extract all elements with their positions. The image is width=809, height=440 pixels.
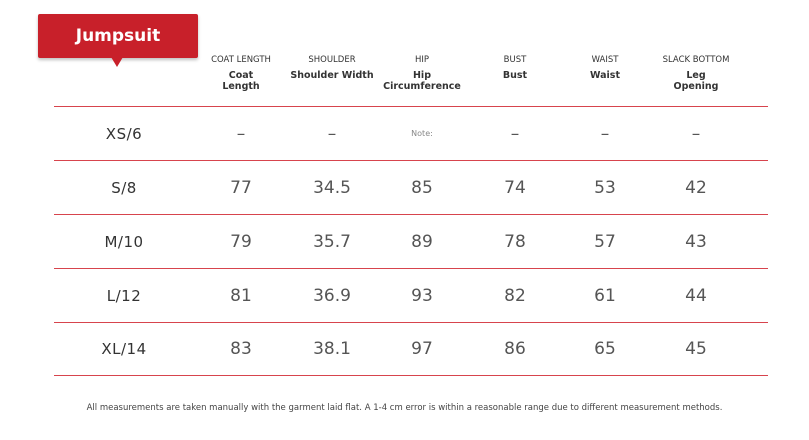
column-header-waist: WAIST Waist: [559, 50, 651, 81]
table-divider: [54, 106, 768, 107]
column-header-label: SHOULDER: [308, 55, 356, 65]
table-cell: 38.1: [313, 338, 351, 359]
table-divider: [54, 375, 768, 376]
column-header-label: COAT LENGTH: [211, 55, 271, 65]
table-cell: 86: [504, 338, 526, 359]
table-cell: 35.7: [313, 231, 351, 252]
column-header-label: WAIST: [591, 55, 619, 65]
table-cell: Note:: [411, 129, 433, 138]
column-header-label: SLACK BOTTOM: [662, 55, 730, 65]
column-header-sublabel: Waist: [589, 70, 620, 81]
table-cell: 44: [685, 285, 707, 306]
table-cell: 93: [411, 285, 433, 306]
size-label: XL/14: [101, 339, 147, 358]
table-row-m: M/10 79 35.7 89 78 57 43: [54, 215, 768, 268]
table-cell: 89: [411, 231, 433, 252]
column-header-sublabel: Leg: [686, 70, 706, 81]
table-cell: 81: [230, 285, 252, 306]
table-divider: [54, 214, 768, 215]
measurement-note: All measurements are taken manually with…: [86, 403, 723, 413]
table-cell: 45: [685, 338, 707, 359]
product-category-tag: Jumpsuit: [38, 14, 198, 58]
column-header-sublabel: Opening: [673, 81, 719, 92]
table-cell: 78: [504, 231, 526, 252]
column-header-sublabel: Circumference: [383, 81, 461, 92]
table-cell: 74: [504, 177, 526, 198]
table-cell: 43: [685, 231, 707, 252]
table-cell: –: [600, 123, 610, 144]
table-row-xs: XS/6 – – Note: – – –: [54, 107, 768, 160]
table-cell: 82: [504, 285, 526, 306]
table-cell: –: [236, 123, 246, 144]
table-cell: 57: [594, 231, 616, 252]
tag-title: Jumpsuit: [75, 26, 161, 46]
table-cell: 42: [685, 177, 707, 198]
table-cell: –: [691, 123, 701, 144]
size-label: S/8: [111, 178, 137, 197]
tag-pointer: [111, 57, 123, 67]
table-row-l: L/12 81 36.9 93 82 61 44: [54, 269, 768, 322]
column-header-sublabel: Shoulder Width: [290, 70, 374, 81]
column-header-label: HIP: [414, 55, 430, 65]
table-row-s: S/8 77 34.5 85 74 53 42: [54, 161, 768, 214]
column-header-sublabel: Hip: [412, 70, 431, 81]
column-header-bust: BUST Bust: [469, 50, 561, 81]
table-divider: [54, 322, 768, 323]
table-divider: [54, 160, 768, 161]
column-header-sublabel: Coat: [228, 70, 254, 81]
table-cell: –: [510, 123, 520, 144]
table-cell: 83: [230, 338, 252, 359]
column-header-label: BUST: [503, 55, 527, 65]
table-cell: 53: [594, 177, 616, 198]
size-label: XS/6: [105, 124, 143, 143]
column-header-shoulder: SHOULDER Shoulder Width: [286, 50, 378, 81]
table-row-xl: XL/14 83 38.1 97 86 65 45: [54, 322, 768, 375]
column-header-sublabel: Bust: [502, 70, 528, 81]
table-cell: –: [327, 123, 337, 144]
table-cell: 65: [594, 338, 616, 359]
table-cell: 79: [230, 231, 252, 252]
column-header-hip: HIP Hip Circumference: [376, 50, 468, 92]
column-header-coat-length: COAT LENGTH Coat Length: [195, 50, 287, 92]
table-cell: 61: [594, 285, 616, 306]
size-label: L/12: [106, 286, 142, 305]
table-divider: [54, 268, 768, 269]
table-cell: 36.9: [313, 285, 351, 306]
table-cell: 85: [411, 177, 433, 198]
table-cell: 97: [411, 338, 433, 359]
table-cell: 77: [230, 177, 252, 198]
column-header-sublabel: Length: [222, 81, 260, 92]
size-label: M/10: [104, 232, 144, 251]
table-header: COAT LENGTH Coat Length SHOULDER Shoulde…: [196, 50, 756, 104]
column-header-slack-bottom: SLACK BOTTOM Leg Opening: [650, 50, 742, 92]
table-cell: 34.5: [313, 177, 351, 198]
